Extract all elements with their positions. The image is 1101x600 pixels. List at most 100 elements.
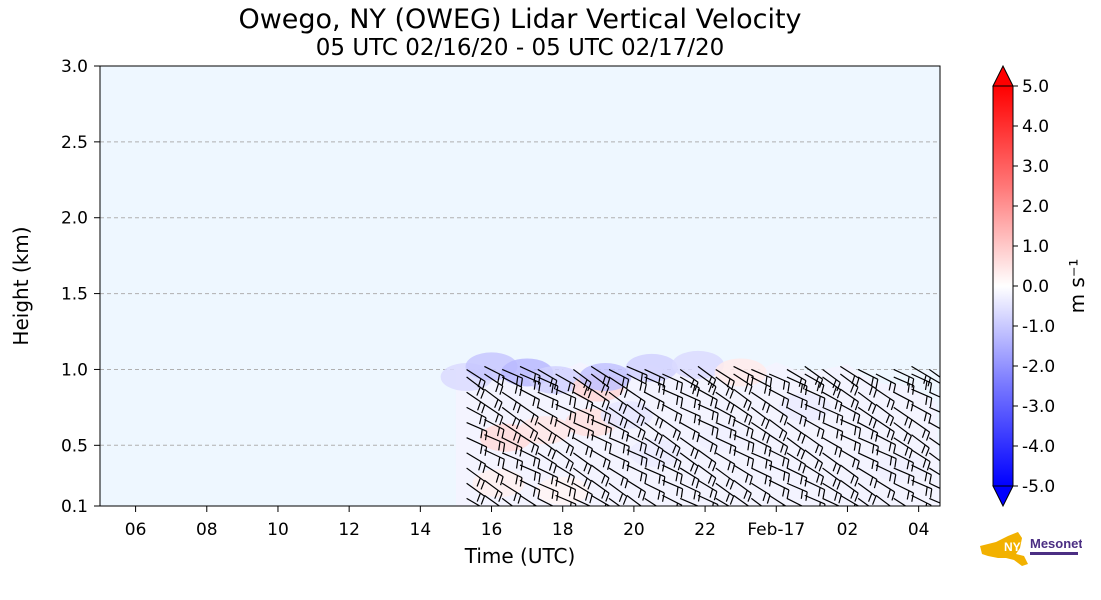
wind-barb (537, 467, 559, 487)
wind-barb (608, 422, 630, 442)
wind-barb (715, 391, 735, 414)
wind-barb (911, 494, 932, 506)
wind-barb (662, 434, 681, 457)
wind-barb (911, 434, 930, 457)
wind-barb (875, 479, 896, 501)
wind-barb (715, 406, 736, 427)
wind-barb (626, 373, 647, 394)
wind-barb (519, 434, 540, 456)
colorbar-tick-label: 4.0 (1022, 117, 1049, 137)
wind-barb (715, 368, 735, 391)
wind-barb (519, 449, 541, 469)
wind-barb (857, 406, 877, 429)
wind-barb (573, 376, 592, 399)
wind-barb (929, 467, 940, 476)
x-axis-title: Time (UTC) (464, 544, 576, 568)
svg-text:Mesonet: Mesonet (1030, 536, 1082, 551)
wind-barb (662, 373, 683, 393)
wind-barb (768, 388, 790, 409)
wind-barb (501, 437, 523, 457)
wind-barb (662, 403, 683, 424)
wind-barb (626, 403, 645, 427)
wind-barb (804, 464, 825, 486)
wind-barb (608, 406, 628, 429)
wind-barb (501, 376, 523, 397)
wind-barb (519, 373, 541, 392)
wind-barb (573, 467, 592, 490)
wind-barb (929, 422, 940, 430)
velocity-point (778, 393, 831, 422)
wind-barb (804, 365, 824, 388)
wind-barb (662, 494, 683, 506)
wind-barb (573, 368, 592, 392)
wind-barb (608, 452, 630, 472)
velocity-point (518, 416, 571, 445)
wind-barb (608, 368, 630, 389)
wind-barb (733, 418, 754, 439)
x-tick-label: 18 (552, 520, 574, 540)
wind-barb (537, 422, 557, 444)
wind-barb (857, 376, 878, 398)
wind-barb (715, 497, 730, 506)
wind-barb (555, 373, 576, 394)
wind-barb (484, 403, 504, 426)
wind-barb (733, 434, 755, 453)
wind-barb-layer (466, 365, 940, 506)
wind-barb (537, 452, 557, 474)
y-tick-label: 3.0 (61, 57, 88, 77)
wind-barb (840, 434, 861, 453)
wind-barb (840, 365, 860, 388)
wind-barb (786, 422, 806, 444)
wind-barb (519, 419, 539, 442)
wind-barb (501, 497, 514, 506)
wind-barb (733, 479, 752, 502)
wind-barb (822, 467, 841, 490)
wind-barb (590, 449, 611, 470)
wind-barb (626, 464, 648, 484)
wind-barb (751, 437, 772, 457)
nys-mesonet-logo: NYS Mesonet (980, 532, 1082, 566)
wind-barb (573, 452, 592, 475)
wind-barb (733, 403, 753, 426)
wind-barb (644, 497, 658, 506)
wind-barb (484, 434, 506, 453)
wind-barb (537, 437, 557, 460)
wind-barb (484, 479, 503, 502)
wind-barb (519, 388, 540, 409)
wind-barb (555, 434, 575, 457)
x-tick-label: 16 (481, 520, 503, 540)
wind-barb (590, 464, 610, 487)
wind-barb (608, 497, 621, 506)
wind-barb (697, 365, 717, 389)
velocity-point (472, 469, 525, 498)
wind-barb (751, 391, 771, 414)
wind-barb (662, 419, 681, 441)
wind-barb (875, 434, 897, 454)
y-tick-label: 0.5 (61, 436, 88, 456)
wind-barb (893, 406, 913, 429)
wind-barb (501, 406, 521, 430)
y-tick-label: 0.1 (61, 497, 88, 517)
wind-barb (679, 452, 699, 475)
wind-barb (839, 479, 859, 502)
wind-barb (590, 494, 611, 506)
wind-barb (537, 368, 558, 390)
wind-barb (715, 467, 735, 490)
wind-barb (662, 388, 684, 407)
wind-barb (840, 449, 860, 470)
colorbar-tick-label: 3.0 (1022, 157, 1049, 177)
wind-barb (750, 497, 763, 506)
wind-barb (697, 449, 717, 472)
wind-barb (911, 373, 933, 393)
wind-barb (590, 418, 612, 438)
wind-barb (501, 422, 522, 444)
wind-barb (929, 482, 940, 489)
wind-barb (590, 479, 610, 502)
chart-title: Owego, NY (OWEG) Lidar Vertical Velocity (238, 4, 802, 35)
wind-barb (751, 422, 771, 444)
wind-barb (822, 368, 841, 392)
wind-barb (466, 482, 486, 505)
wind-barb (804, 449, 823, 472)
wind-barb (573, 497, 592, 506)
y-tick-label: 1.0 (61, 360, 88, 380)
